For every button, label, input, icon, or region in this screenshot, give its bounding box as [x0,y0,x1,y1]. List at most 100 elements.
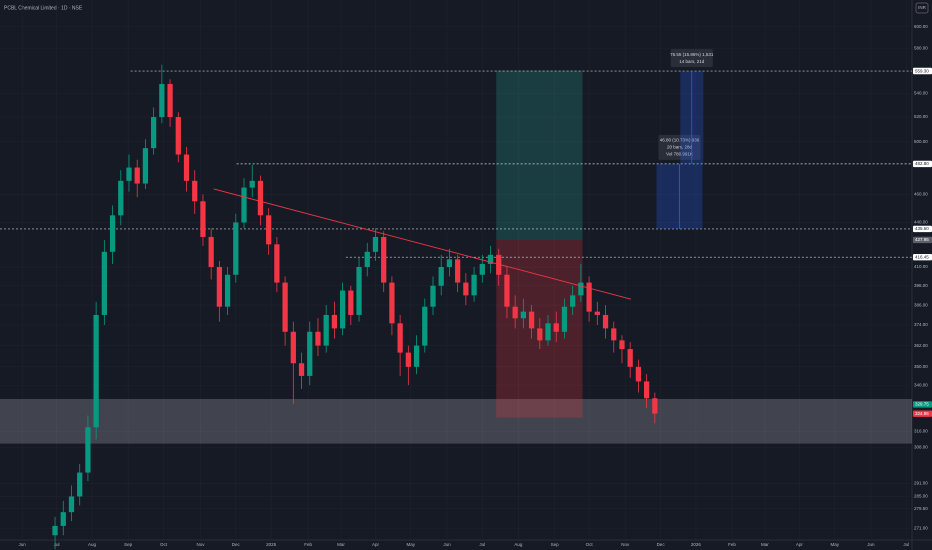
currency-box[interactable] [915,2,929,14]
x-tick-label: Aug [88,542,97,547]
candle-body [446,259,453,268]
candle-body [249,180,255,188]
position-target [496,70,583,240]
measure-label: 20 bars, 28d [667,145,693,150]
candle-body [60,512,66,526]
y-tick-label: 316.00 [914,429,928,434]
x-tick-label: Dec [657,542,666,547]
trend-line [213,188,632,300]
price-tag-label: 329.75 [915,402,929,407]
price-tag [913,236,932,244]
candle-body [151,117,157,149]
y-tick-label: 308.00 [914,445,928,450]
candle-body [224,274,231,307]
x-tick-label: Nov [196,542,205,547]
candle-body [619,340,625,350]
candle-body [455,259,461,283]
y-tick-label: 362.00 [914,343,928,348]
chart-title: PCBL Chemical Limited · 1D · NSE [4,5,83,11]
candle-body [397,323,403,353]
measure-label: 76.55 (15.86%) 1,531 [670,52,714,57]
x-tick-label: Nov [621,542,630,547]
candle-body [134,167,140,184]
y-tick-label: 271.00 [914,525,928,530]
candle-body [430,285,436,307]
candle-body [85,427,91,473]
candle-body [471,274,477,296]
y-tick-label: 500.00 [914,139,928,144]
candle-body [611,328,617,341]
candle-body [274,244,280,283]
y-tick-label: 279.50 [914,506,928,511]
candle-body [520,311,527,319]
measure-label: 14 bars, 21d [679,59,705,64]
candle-body [537,328,543,341]
x-tick-label: Jun [443,542,451,547]
candle-body [52,525,58,536]
x-tick-label: Jun [19,542,27,547]
candle-body [257,180,264,216]
y-tick-label: 460.00 [914,192,928,197]
candle-body [479,263,485,275]
candle-body [208,236,214,268]
y-tick-label: 350.00 [914,364,928,369]
x-tick-label: Sep [124,542,133,547]
candle-body [339,290,346,329]
candle-body [553,323,559,332]
x-tick-label: May [407,542,416,547]
candle-body [652,398,658,414]
price-tag-label: 416.45 [915,254,929,259]
price-tag-label: 324.95 [915,411,929,416]
candle-body [512,306,518,319]
price-tag-label: 435.50 [915,226,929,231]
candle-body [463,282,469,296]
price-tag-label: 482.80 [915,161,929,166]
x-tick-label: Aug [514,542,523,547]
x-tick-label: Jul [54,542,60,547]
candle-body [422,306,428,346]
candle-body [216,267,223,307]
price-tag [913,253,932,261]
x-tick-label: Oct [160,542,168,547]
price-tag [913,401,932,408]
candle-body [586,282,592,312]
candle-body [504,274,510,307]
candle-body [93,314,99,428]
x-tick-label: Dec [232,542,241,547]
price-tag-label: 559.30 [915,68,929,73]
x-tick-label: 2025 [266,542,277,547]
candle-body [602,314,609,329]
candle-body [528,311,535,329]
candle-body [643,381,650,399]
y-tick-label: 386.00 [914,302,928,307]
candle-body [561,306,568,332]
candle-body [635,366,642,382]
price-tag [913,160,932,168]
candle-body [487,254,494,264]
x-tick-label: Jun [867,542,875,547]
candle-body [109,215,116,252]
candle-body [496,254,502,275]
candle-body [570,295,576,307]
y-tick-label: 540.00 [914,90,928,95]
candle-body [101,251,107,315]
measure-label-box [658,134,701,160]
currency[interactable]: INR [918,5,927,10]
candle-body [389,282,395,324]
x-tick-label: Jul [479,542,485,547]
candle-body [405,352,411,367]
candle-body [331,314,338,329]
measure-label: 46.80 (10.73%) 936 [660,138,700,143]
candle-body [315,331,321,346]
x-tick-label: Feb [728,542,736,547]
candle-body [372,236,379,252]
candle-body [578,282,584,296]
candle-body [290,331,296,364]
candle-body [68,496,75,513]
candle-body [438,267,444,286]
y-tick-label: 398.00 [914,283,928,288]
price-tag-label: 427.95 [915,237,929,242]
candle-body [183,154,190,181]
y-tick-label: 410.00 [914,264,928,269]
